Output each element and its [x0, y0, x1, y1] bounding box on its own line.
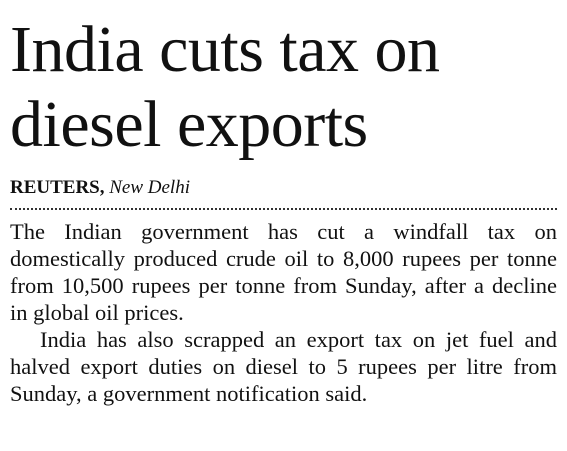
headline: India cuts tax on diesel exports — [10, 13, 440, 161]
agency: REUTERS, — [10, 177, 105, 198]
paragraph: The Indian government has cut a windfall… — [10, 219, 557, 325]
article-body: The Indian government has cut a windfall… — [10, 218, 557, 407]
byline: REUTERS, New Delhi — [10, 176, 557, 210]
location: New Delhi — [109, 177, 190, 198]
paragraph: India has also scrapped an export tax on… — [10, 327, 557, 406]
